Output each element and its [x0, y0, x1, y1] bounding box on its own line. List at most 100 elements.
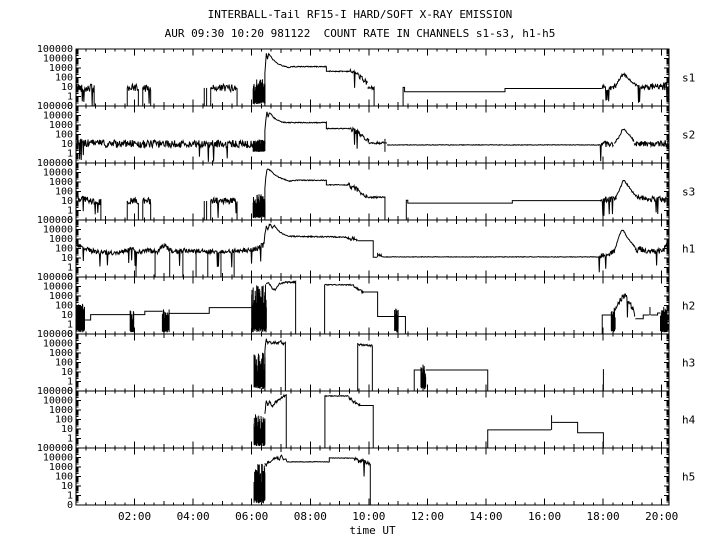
trace-line	[348, 396, 361, 407]
trace-line	[75, 194, 102, 220]
y-tick-label: 100	[55, 244, 73, 255]
y-tick-label: 100	[55, 358, 73, 369]
y-tick-label: 1000	[49, 291, 73, 302]
trace-line	[650, 312, 661, 316]
y-tick-label: 1	[67, 263, 73, 274]
y-tick-label: 1000	[49, 63, 73, 74]
x-tick-label: 20:00	[645, 510, 678, 523]
y-tick-label: 10	[61, 82, 73, 93]
panel-trace-h3	[253, 338, 604, 391]
trace-noise-block	[253, 352, 266, 390]
trace-line	[615, 179, 638, 198]
trace-line	[324, 283, 353, 334]
trace-line	[324, 394, 349, 448]
y-axis-labels: 1000001000010001001010100000100001000100…	[37, 44, 73, 511]
trace-line	[358, 343, 373, 348]
trace-line	[252, 242, 265, 262]
y-tick-label: 100	[55, 187, 73, 198]
y-tick-label: 100000	[37, 44, 73, 55]
x-tick-label: 14:00	[469, 510, 502, 523]
trace-line	[84, 314, 131, 321]
y-tick-label: 10000	[43, 339, 73, 350]
trace-line	[377, 252, 383, 258]
trace-line	[352, 284, 365, 295]
trace-noise-block	[161, 309, 170, 333]
trace-noise-block	[251, 284, 267, 333]
trace-line	[487, 429, 551, 448]
panel-trace-h4	[253, 393, 604, 448]
y-tick-label: 100	[55, 130, 73, 141]
trace-noise-block	[253, 463, 266, 504]
trace-line	[357, 342, 359, 391]
trace-line	[413, 369, 421, 391]
trace-line	[142, 196, 152, 220]
trace-line	[169, 307, 252, 314]
panel-name-labels: s1 s2 s3 h1 h2 h3 h4 h5	[682, 72, 696, 484]
trace-line	[367, 195, 386, 220]
y-tick-label: 10	[61, 310, 73, 321]
panel-border	[75, 390, 670, 449]
panel-border	[75, 48, 670, 107]
y-tick-label: 100000	[37, 158, 73, 169]
trace-line	[402, 86, 602, 106]
trace-line	[368, 140, 384, 146]
y-tick-label: 10000	[43, 453, 73, 464]
y-tick-label: 10000	[43, 168, 73, 179]
trace-line	[636, 193, 664, 214]
y-tick-label: 10	[61, 253, 73, 264]
trace-line	[367, 84, 375, 106]
trace-line	[349, 126, 370, 149]
trace-line	[398, 315, 406, 334]
trace-line	[634, 82, 663, 103]
panel-border	[75, 105, 670, 164]
trace-line	[364, 291, 395, 317]
y-tick-label: 100000	[37, 215, 73, 226]
y-tick-label: 1000	[49, 234, 73, 245]
trace-line	[210, 82, 238, 106]
trace-line	[635, 314, 650, 320]
y-tick-label: 100000	[37, 272, 73, 283]
trace-line	[346, 235, 358, 242]
trace-line	[347, 182, 368, 199]
panel-label-h3: h3	[682, 357, 695, 370]
y-tick-label: 10000	[43, 282, 73, 293]
trace-line	[263, 223, 348, 245]
x-tick-label: 12:00	[411, 510, 444, 523]
y-tick-label: 100000	[37, 101, 73, 112]
y-tick-label: 1000	[49, 462, 73, 473]
y-tick-label: 100	[55, 472, 73, 483]
x-tick-label: 08:00	[294, 510, 327, 523]
trace-line	[381, 255, 600, 258]
trace-line	[425, 369, 489, 391]
y-tick-label: 0	[67, 215, 73, 226]
trace-line	[126, 82, 139, 106]
y-tick-label: 0	[67, 500, 73, 511]
y-tick-label: 10	[61, 196, 73, 207]
y-tick-label: 0	[67, 272, 73, 283]
y-tick-label: 10	[61, 139, 73, 150]
trace-line	[599, 140, 614, 162]
trace-line	[633, 139, 666, 149]
trace-noise-block	[252, 194, 266, 219]
panel-trace-s2	[75, 111, 670, 162]
y-tick-label: 0	[67, 101, 73, 112]
y-tick-label: 1	[67, 377, 73, 388]
trace-line	[614, 128, 635, 144]
trace-noise-block	[129, 310, 135, 333]
plot-title: INTERBALL-Tail RF15-I HARD/SOFT X-RAY EM…	[207, 8, 513, 21]
x-tick-label: 02:00	[118, 510, 151, 523]
y-tick-label: 1	[67, 92, 73, 103]
y-tick-label: 10000	[43, 396, 73, 407]
x-axis-title: time UT	[349, 524, 396, 537]
y-tick-label: 0	[67, 443, 73, 454]
panel-label-s2: s2	[682, 129, 695, 142]
x-tick-label: 16:00	[528, 510, 561, 523]
y-tick-label: 10000	[43, 225, 73, 236]
y-tick-label: 1000	[49, 348, 73, 359]
x-tick-label: 18:00	[587, 510, 620, 523]
trace-line	[634, 241, 670, 266]
trace-line	[264, 338, 286, 391]
y-tick-label: 10000	[43, 111, 73, 122]
trace-line	[614, 293, 636, 318]
plot-subtitle: AUR 09:30 10:20 981122 COUNT RATE IN CHA…	[164, 27, 556, 40]
